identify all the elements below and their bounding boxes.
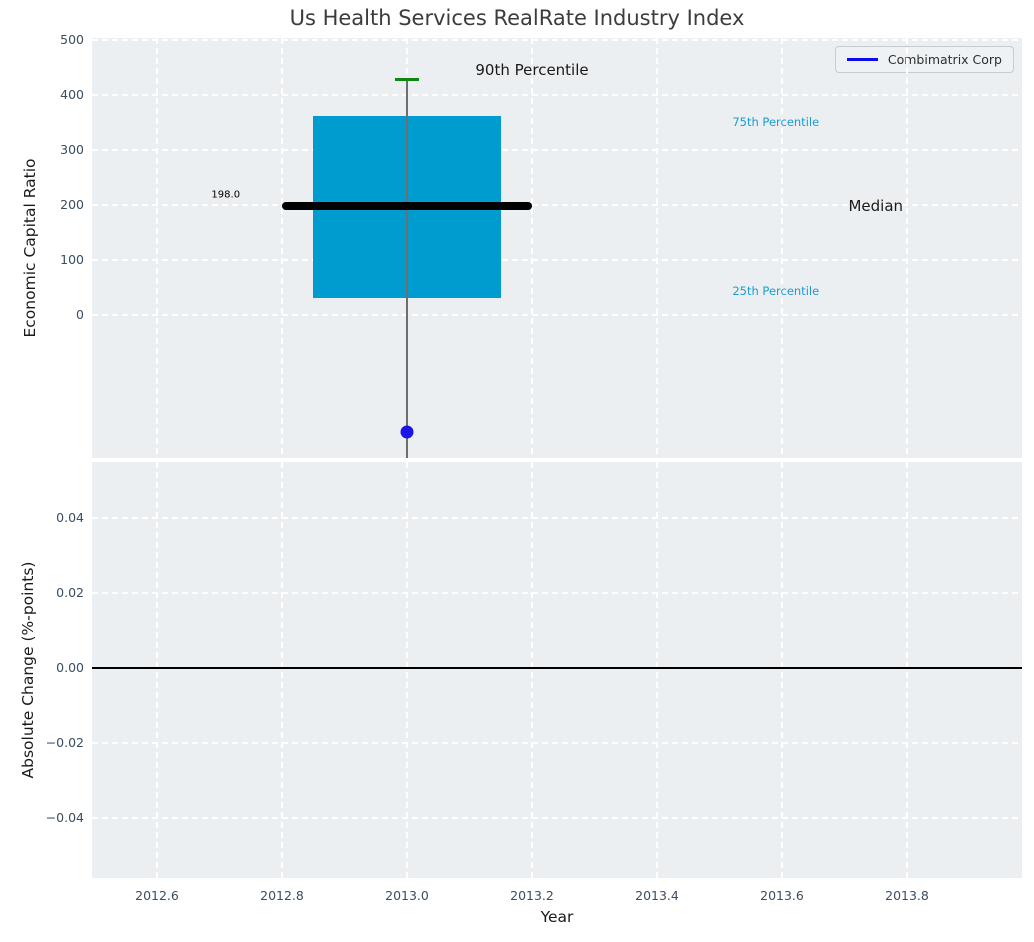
x-tick-label: 2012.6 [135,888,179,903]
gridline-y [92,39,1022,41]
gridline-y [92,259,1022,261]
gridline-x [781,462,783,878]
x-tick-label: 2013.6 [760,888,804,903]
annotation: 75th Percentile [732,115,819,129]
annotation: 25th Percentile [732,284,819,298]
gridline-x [156,38,158,458]
gridline-x [656,38,658,458]
annotation: Median [848,197,903,215]
top-axes: Combimatrix Corp 90th Percentile 75th Per… [92,38,1022,458]
x-axis-label: Year [541,908,574,926]
gridline-y [92,314,1022,316]
zero-line [92,667,1022,669]
gridline-x [406,462,408,878]
legend: Combimatrix Corp [835,46,1014,73]
chart-title: Us Health Services RealRate Industry Ind… [0,6,1034,30]
y-tick-label: 0 [6,308,84,322]
bottom-axes [92,462,1022,878]
annotation: 90th Percentile [475,61,588,79]
figure: Us Health Services RealRate Industry Ind… [0,0,1034,942]
y-tick-label: −0.04 [6,811,84,825]
gridline-y [92,94,1022,96]
x-tick-label: 2013.0 [385,888,429,903]
gridline-x [531,38,533,458]
legend-label: Combimatrix Corp [888,52,1002,67]
x-tick-label: 2012.8 [260,888,304,903]
gridline-x [281,462,283,878]
gridline-y [92,742,1022,744]
gridline-y [92,517,1022,519]
gridline-x [156,462,158,878]
median-line [282,202,532,210]
y-tick-label: 200 [6,198,84,212]
gridline-y [92,592,1022,594]
y-tick-label: 0.02 [6,586,84,600]
y-tick-label: 0.00 [6,661,84,675]
y-tick-label: 500 [6,33,84,47]
gridline-x [281,38,283,458]
p90-cap [395,78,419,81]
x-tick-label: 2013.2 [510,888,554,903]
y-tick-label: 300 [6,143,84,157]
legend-line-swatch [847,58,878,60]
gridline-x [781,38,783,458]
annotation: 198.0 [211,190,240,201]
y-tick-label: 400 [6,88,84,102]
y-tick-label: 100 [6,253,84,267]
gridline-y [92,817,1022,819]
x-tick-label: 2013.8 [885,888,929,903]
gridline-x [531,462,533,878]
gridline-x [906,462,908,878]
x-tick-label: 2013.4 [635,888,679,903]
gridline-x [656,462,658,878]
gridline-x [906,38,908,458]
gridline-y [92,149,1022,151]
y-tick-label: −0.02 [6,736,84,750]
y-tick-label: 0.04 [6,511,84,525]
company-datapoint [401,425,414,438]
